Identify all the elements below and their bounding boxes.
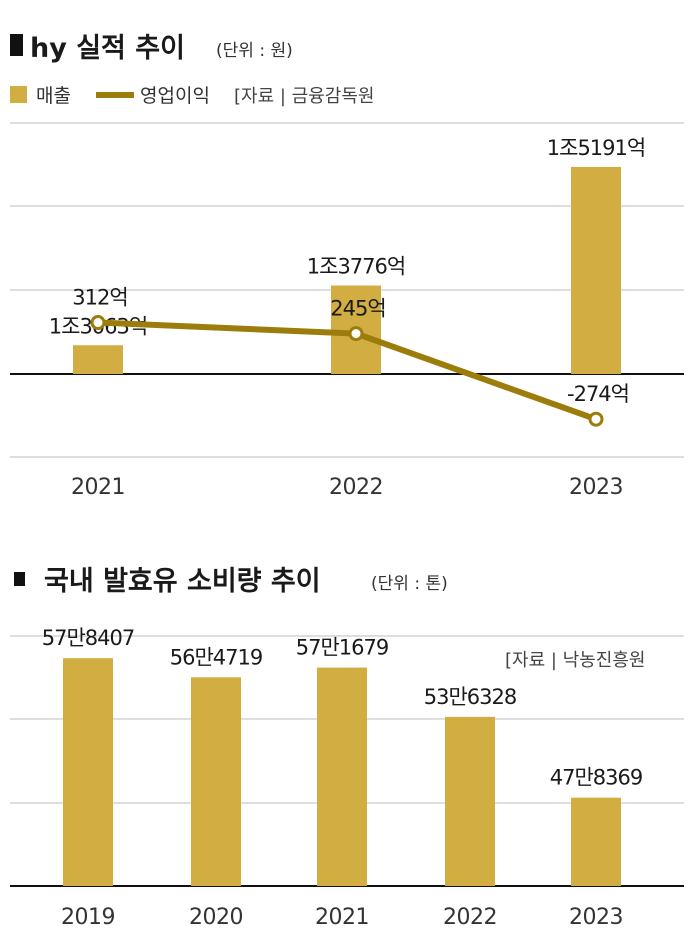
x-tick-label: 2023	[569, 475, 623, 500]
revenue-bar-2021	[73, 345, 123, 374]
consumption-value-label: 53만6328	[424, 685, 517, 709]
chart1-header: hy 실적 추이 (단위 : 원)	[10, 33, 293, 64]
consumption-value-label: 57만1679	[296, 636, 389, 660]
consumption-bar-2022	[445, 716, 495, 886]
consumption-value-label: 47만8369	[550, 766, 643, 790]
x-tick-label: 2021	[71, 475, 125, 500]
chart1-title-marker	[10, 34, 23, 56]
chart1-title: hy 실적 추이	[30, 33, 185, 64]
x-tick-label: 2019	[61, 905, 115, 930]
x-tick-label: 2020	[189, 905, 243, 930]
chart2-header: 국내 발효유 소비량 추이 (단위 : 톤) [자료 | 낙농진흥원	[14, 566, 645, 671]
chart2-bar-labels: 57만8407 56만4719 57만1679 53만6328 47만8369	[42, 626, 644, 790]
chart1-line-labels: 312억 245억 -274억	[72, 286, 630, 407]
consumption-value-label: 57만8407	[42, 626, 135, 650]
operating-profit-point-2021	[90, 315, 106, 331]
legend-bar-swatch	[10, 86, 27, 103]
chart2-x-ticks: 2019 2020 2021 2022 2023	[61, 905, 624, 930]
chart2-title: 국내 발효유 소비량 추이	[44, 566, 321, 597]
consumption-value-label: 56만4719	[170, 645, 263, 669]
operating-profit-point-2022	[348, 326, 364, 342]
consumption-bar-2019	[63, 658, 113, 886]
chart1-source: [자료 | 금융감독원	[234, 86, 374, 107]
x-tick-label: 2023	[569, 905, 623, 930]
chart1-legend: 매출 영업이익 [자료 | 금융감독원	[10, 85, 374, 107]
revenue-bar-2023	[571, 166, 621, 374]
consumption-bar-2021	[317, 667, 367, 886]
x-tick-label: 2022	[443, 905, 497, 930]
operating-profit-value-label: -274억	[567, 382, 629, 406]
revenue-value-label: 1조5191억	[547, 136, 645, 160]
chart1-line-series	[90, 315, 604, 427]
chart1-unit: (단위 : 원)	[216, 41, 293, 61]
x-tick-label: 2022	[329, 475, 383, 500]
x-tick-label: 2021	[315, 905, 369, 930]
consumption-bar-2020	[191, 677, 241, 886]
revenue-value-label: 1조3776억	[307, 255, 405, 279]
operating-profit-value-label: 245억	[330, 297, 385, 321]
legend-line-label: 영업이익	[140, 85, 210, 107]
legend-bar-label: 매출	[36, 85, 71, 107]
operating-profit-point-2023	[588, 411, 604, 427]
chart2-source: [자료 | 낙농진흥원	[505, 650, 645, 671]
chart1-bars	[73, 166, 621, 374]
chart2-bars	[63, 658, 621, 886]
consumption-bar-2023	[571, 797, 621, 886]
chart1-x-ticks: 2021 2022 2023	[71, 475, 624, 500]
chart2-unit: (단위 : 톤)	[371, 574, 448, 594]
chart2-title-marker	[14, 572, 25, 586]
operating-profit-value-label: 312억	[72, 286, 127, 310]
